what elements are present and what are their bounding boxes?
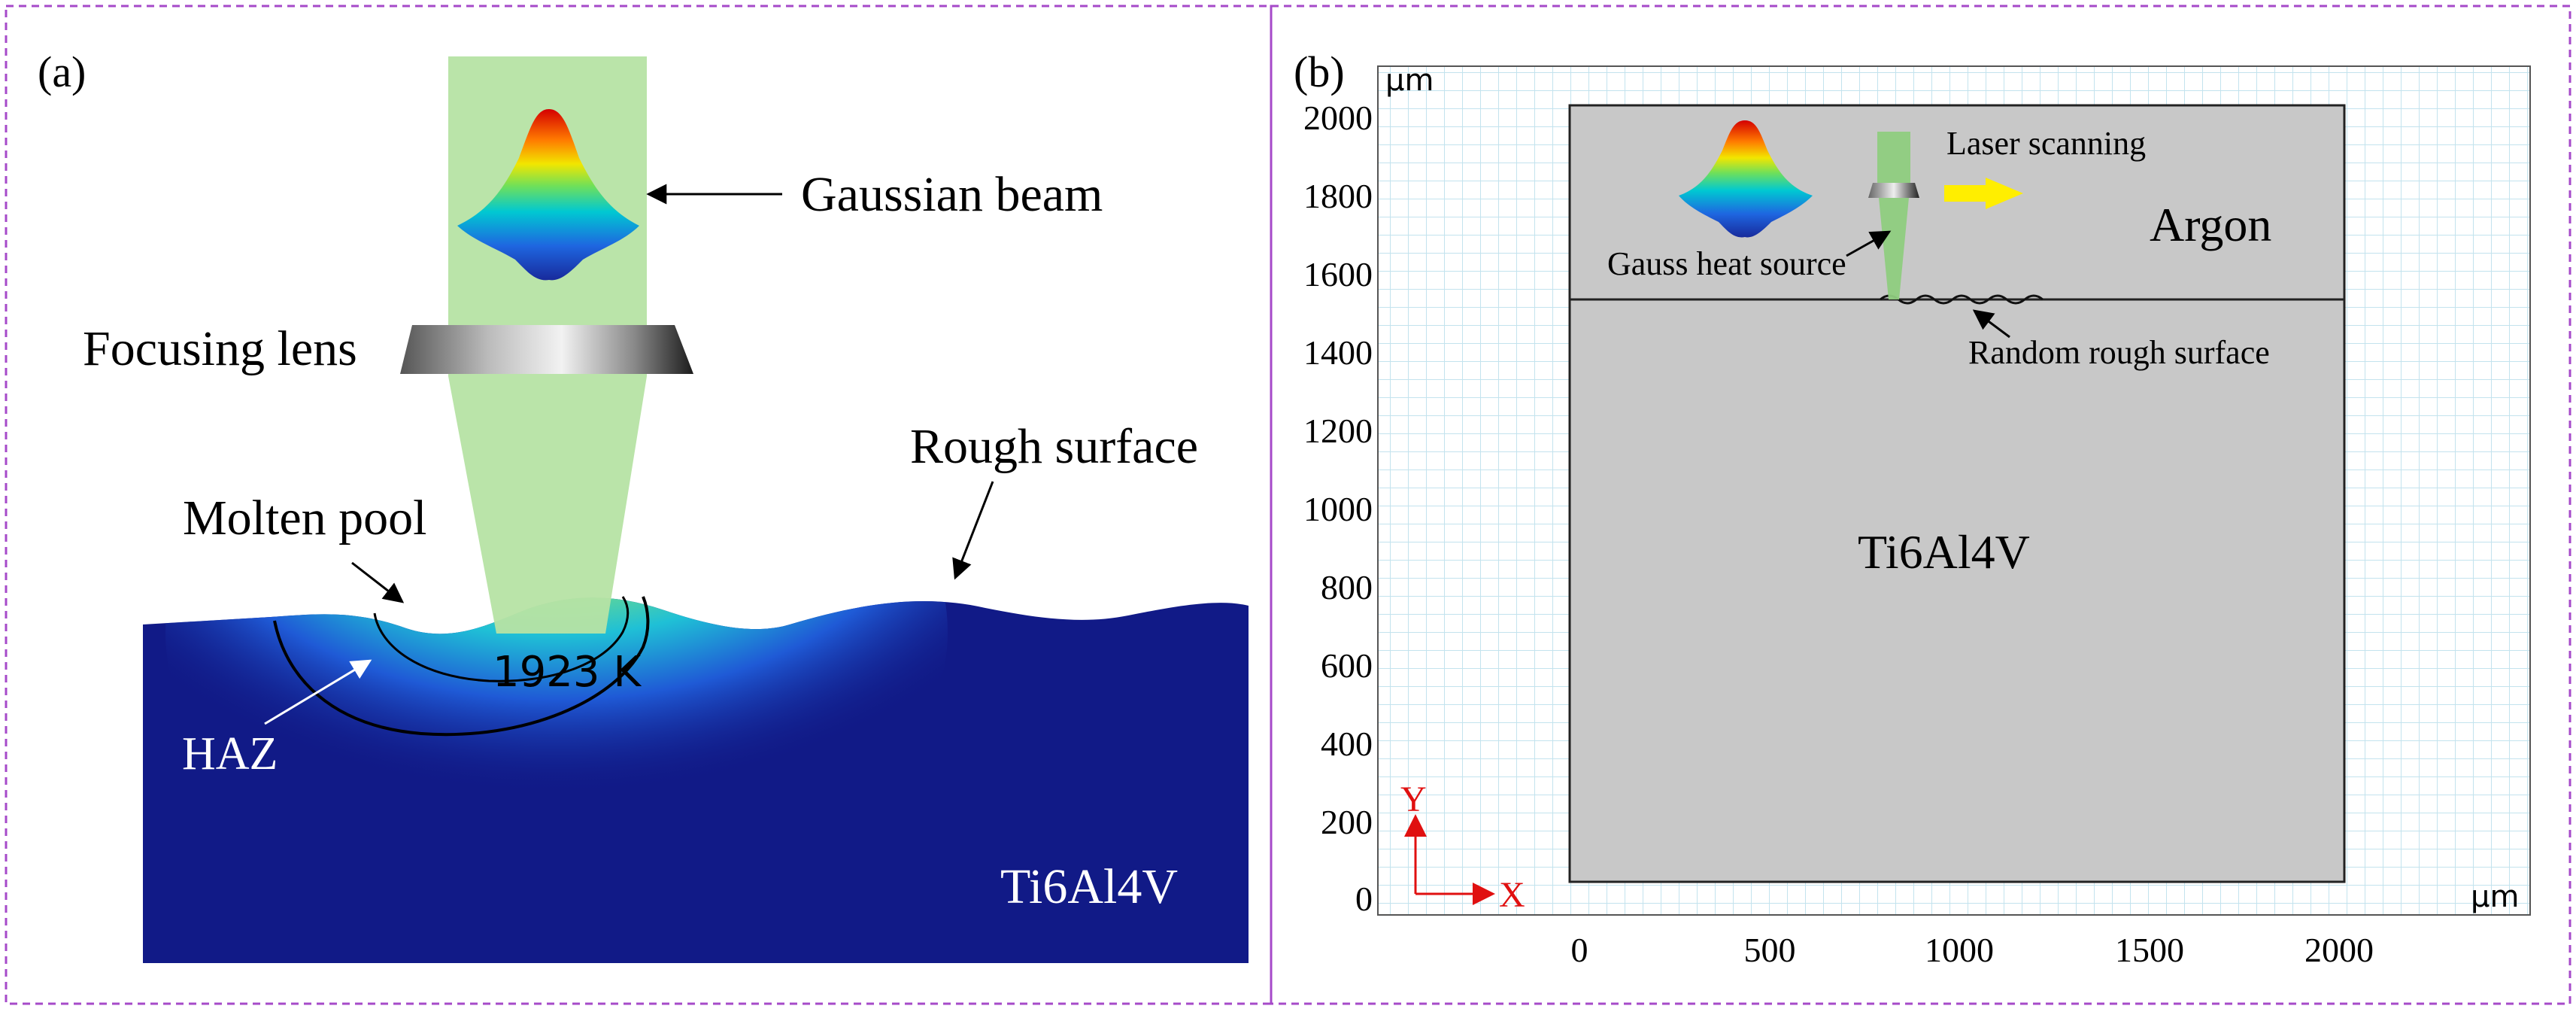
y-tick: 2000 [1303, 99, 1373, 137]
small-laser-beam [1877, 132, 1910, 299]
x-tick: 1000 [1925, 931, 1994, 969]
y-tick: 1000 [1303, 490, 1373, 528]
rough-surface-arrow [952, 481, 994, 580]
haz-contour [273, 596, 650, 737]
panel-a-border [5, 5, 1273, 1005]
axis-x-label: X [1499, 875, 1525, 915]
x-tick: 0 [1571, 931, 1588, 969]
haz-arrow [264, 659, 372, 725]
y-tick: 600 [1321, 646, 1373, 685]
y-tick: 200 [1321, 803, 1373, 841]
unit-y-label: μm [1385, 63, 1434, 98]
x-tick: 500 [1744, 931, 1796, 969]
panel-b-label: (b) [1294, 47, 1345, 96]
x-tick: 1500 [2115, 931, 2184, 969]
unit-x-label: μm [2471, 880, 2519, 914]
panel-b: Laser scanning Argon Gauss heat source R… [1294, 47, 2531, 969]
laser-scanning-label: Laser scanning [1946, 125, 2146, 162]
argon-label: Argon [2150, 198, 2271, 251]
y-tick: 0 [1355, 880, 1373, 918]
y-tick: 1200 [1303, 412, 1373, 450]
gaussian-profile-small-icon [1679, 120, 1813, 238]
haz-label: HAZ [182, 728, 278, 779]
random-rough-surface-label: Random rough surface [1968, 334, 2270, 371]
focusing-lens-label: Focusing lens [83, 321, 357, 376]
random-rough-surface-arrow [1972, 309, 2010, 339]
y-tick: 1600 [1303, 255, 1373, 293]
random-rough-surface-line [1880, 294, 2044, 305]
y-tick: 1400 [1303, 333, 1373, 372]
panel-a: (a) Gaussian beam Focusing lens Rough su… [38, 47, 1249, 963]
axis-y-label: Y [1400, 779, 1427, 819]
y-tick: 400 [1321, 725, 1373, 763]
rough-surface-label: Rough surface [910, 419, 1198, 474]
panel-a-label: (a) [38, 47, 86, 96]
material-label-b: Ti6Al4V [1858, 525, 2030, 579]
focusing-lens [400, 325, 693, 374]
simulation-domain [1568, 104, 2346, 883]
gaussian-profile-icon [457, 109, 639, 281]
x-tick: 2000 [2304, 931, 2374, 969]
gauss-heat-source-label: Gauss heat source [1607, 245, 1846, 282]
material-label-a: Ti6Al4V [1000, 859, 1178, 914]
molten-pool-arrow [351, 561, 405, 603]
panel-b-border [1270, 5, 2571, 1005]
small-lens [1868, 183, 1919, 198]
coordinate-axes: Y X [1400, 779, 1525, 915]
laser-scanning-arrow [1944, 178, 2023, 209]
x-axis-ticks: 0 500 1000 1500 2000 [1571, 931, 2374, 969]
molten-pool-label: Molten pool [183, 491, 427, 545]
melt-pool-contour [373, 596, 630, 682]
y-axis-ticks: 2000 1800 1600 1400 1200 1000 800 600 40… [1303, 99, 1373, 918]
y-tick: 800 [1321, 568, 1373, 606]
plot-frame [1377, 65, 2531, 916]
y-tick: 1800 [1303, 177, 1373, 215]
gauss-heat-source-arrow [1846, 230, 1892, 257]
temperature-label: 1923 K [493, 648, 642, 697]
gaussian-beam-label: Gaussian beam [801, 167, 1103, 222]
